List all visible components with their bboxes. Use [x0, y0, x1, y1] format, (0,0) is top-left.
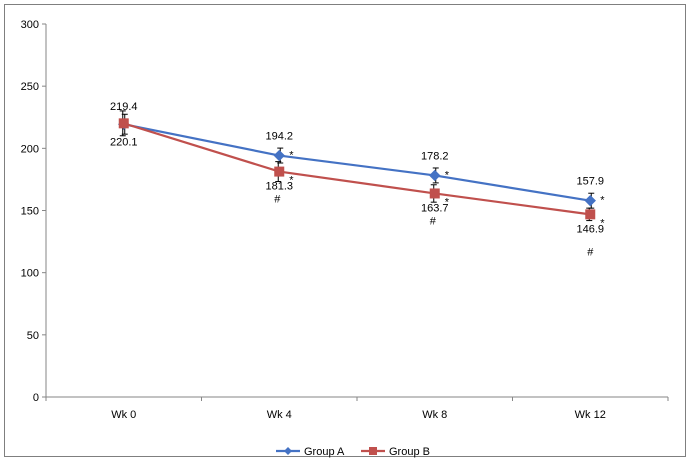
data-point-group-b — [118, 118, 129, 129]
data-label-group-a: 194.2 — [265, 131, 293, 143]
significance-hash-group-b: # — [430, 215, 437, 227]
data-point-group-a — [429, 169, 441, 182]
data-label-group-a: 219.4 — [110, 101, 138, 113]
data-label-group-b: 163.7 — [421, 202, 449, 214]
series-line-group-b — [123, 122, 591, 216]
data-point-group-b — [585, 209, 596, 220]
legend-marker-group-b — [369, 447, 377, 455]
chart-frame — [4, 4, 686, 457]
x-tick-label: Wk 12 — [575, 409, 606, 421]
legend-label-group-a: Group A — [304, 446, 345, 458]
y-tick-label: 150 — [21, 206, 39, 218]
data-label-group-b: 220.1 — [110, 136, 138, 148]
x-tick-label: Wk 0 — [111, 409, 136, 421]
significance-hash-group-b: # — [587, 246, 594, 258]
legend-label-group-b: Group B — [389, 446, 430, 458]
y-tick-label: 0 — [33, 392, 39, 404]
significance-star-group-b: * — [445, 196, 450, 208]
data-label-group-b: 181.3 — [265, 181, 293, 193]
y-tick-label: 50 — [27, 330, 39, 342]
significance-star-group-b: * — [289, 175, 294, 187]
significance-star-group-b: * — [600, 217, 605, 229]
significance-star-group-a: * — [600, 195, 605, 207]
data-point-group-b — [429, 188, 440, 199]
x-tick-label: Wk 4 — [267, 409, 292, 421]
data-label-group-a: 178.2 — [421, 150, 449, 162]
y-tick-label: 250 — [21, 81, 39, 93]
data-point-group-b — [274, 166, 285, 177]
data-point-group-a — [273, 149, 285, 162]
data-point-group-a — [584, 194, 596, 207]
y-tick-label: 300 — [21, 19, 39, 31]
x-tick-label: Wk 8 — [422, 409, 447, 421]
significance-star-group-a: * — [289, 150, 294, 162]
data-label-group-a: 157.9 — [576, 176, 604, 188]
series-line-group-a — [123, 123, 591, 202]
legend-marker-group-a — [284, 447, 292, 455]
data-label-group-b: 146.9 — [576, 223, 604, 235]
significance-star-group-a: * — [445, 169, 450, 181]
y-tick-label: 100 — [21, 268, 39, 280]
y-tick-label: 200 — [21, 143, 39, 155]
significance-hash-group-b: # — [274, 194, 281, 206]
